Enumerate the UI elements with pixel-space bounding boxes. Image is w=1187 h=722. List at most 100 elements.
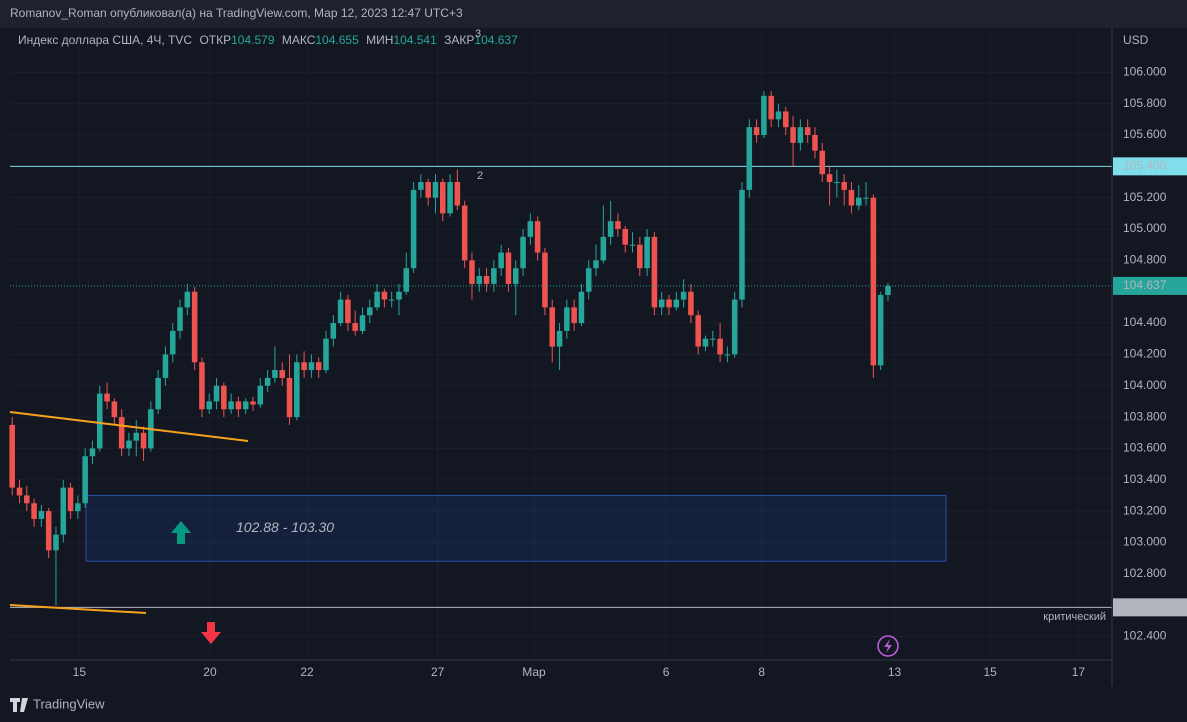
- candle-body: [863, 197, 869, 199]
- candle-body: [600, 236, 607, 261]
- candle-body: [9, 424, 15, 488]
- annotation: 3: [475, 28, 481, 40]
- legend-label: МИН: [366, 33, 393, 47]
- y-tick-label: 105.600: [1123, 127, 1167, 141]
- x-tick-label: 20: [203, 665, 217, 679]
- candle-body: [834, 182, 840, 184]
- candle-body: [53, 534, 59, 551]
- candle-body: [804, 127, 811, 135]
- candle-body: [491, 268, 497, 284]
- candle-body: [308, 362, 315, 371]
- zone-label: 102.88 - 103.30: [236, 519, 334, 535]
- candle-body: [454, 182, 461, 206]
- candle-body: [235, 401, 242, 410]
- candle-body: [315, 362, 322, 371]
- legend-value: 104.579: [231, 33, 275, 47]
- price-label: 105.400: [1123, 159, 1167, 173]
- arrow-down: [201, 622, 221, 644]
- arrow-up: [171, 521, 191, 544]
- candle-body: [82, 456, 88, 504]
- candle-body: [775, 111, 782, 120]
- candle-body: [512, 268, 519, 284]
- legend-value: 104.541: [393, 33, 437, 47]
- price-label-box: [1113, 157, 1187, 176]
- legend: Индекс доллара США, 4Ч, TVC ОТКР104.579 …: [18, 33, 518, 47]
- candle-body: [388, 299, 395, 301]
- candle-body: [250, 401, 256, 405]
- candle-body: [527, 221, 534, 237]
- candle-body: [133, 432, 140, 441]
- trendline: [9, 604, 147, 614]
- candle-body: [753, 127, 760, 135]
- candle-body: [257, 385, 264, 405]
- candle-body: [746, 127, 753, 190]
- candle-body: [819, 150, 826, 175]
- plot: 102.88 - 103.30 критический: [9, 30, 1112, 660]
- y-tick-label: 102.800: [1123, 566, 1167, 580]
- candle-body: [89, 448, 96, 457]
- candle-body: [199, 362, 205, 410]
- candle-body: [330, 323, 337, 339]
- footer-logo: TradingView: [33, 696, 105, 711]
- candle-body: [644, 236, 650, 269]
- logo-mark: [10, 698, 28, 712]
- x-tick-label: 13: [888, 665, 902, 679]
- critical-label: критический: [1043, 611, 1106, 623]
- candle-body: [286, 377, 293, 418]
- candle-body: [294, 362, 300, 418]
- candle-body: [337, 299, 344, 324]
- x-tick-label: 6: [663, 665, 670, 679]
- candle-body: [403, 268, 410, 292]
- currency: USD: [1123, 33, 1149, 47]
- y-tick-label: 104.400: [1123, 315, 1167, 329]
- y-tick-label: 103.800: [1123, 409, 1167, 423]
- candle-body: [374, 291, 380, 308]
- x-tick-label: 22: [300, 665, 314, 679]
- candle-body: [855, 197, 862, 206]
- candle-body: [242, 401, 249, 410]
- legend-value: 104.637: [474, 33, 518, 47]
- price-label-box: [1113, 276, 1187, 295]
- candle-body: [615, 221, 621, 230]
- y-tick-label: 105.000: [1123, 221, 1167, 235]
- candle-body: [877, 294, 884, 366]
- price-label: 102.586: [1123, 600, 1167, 614]
- candle-body: [60, 487, 67, 535]
- candle-body: [549, 307, 556, 347]
- candle-body: [885, 285, 891, 296]
- price-label: 104.637: [1123, 278, 1167, 292]
- candle-body: [439, 182, 446, 214]
- candle-body: [797, 127, 804, 143]
- candle-body: [155, 377, 161, 410]
- y-tick-label: 105.200: [1123, 190, 1167, 204]
- candle-body: [184, 291, 191, 308]
- candle-body: [432, 182, 439, 198]
- header-text: Romanov_Roman опубликовал(а) на TradingV…: [10, 6, 463, 20]
- candle-body: [629, 244, 636, 246]
- candle-body: [111, 401, 118, 418]
- legend-value: 104.655: [315, 33, 359, 47]
- y-tick-label: 105.800: [1123, 96, 1167, 110]
- event-icon[interactable]: [877, 635, 899, 657]
- candle-body: [505, 252, 512, 284]
- candle-body: [264, 377, 271, 386]
- candle-body: [75, 503, 81, 512]
- candle-body: [16, 487, 23, 496]
- legend-label: ОТКР: [199, 33, 231, 47]
- candle-body: [104, 393, 110, 402]
- y-tick-label: 104.200: [1123, 347, 1167, 361]
- candle-body: [483, 276, 490, 284]
- candle-body: [673, 299, 680, 308]
- candle-body: [870, 197, 877, 366]
- candle-body: [666, 299, 672, 308]
- y-tick-label: 103.000: [1123, 535, 1167, 549]
- candle-body: [534, 221, 541, 253]
- candle-body: [301, 362, 307, 371]
- candle-body: [410, 189, 417, 269]
- legend-label: ЗАКР: [444, 33, 474, 47]
- y-tick-label: 106.000: [1123, 64, 1167, 78]
- x-tick-label: 15: [983, 665, 997, 679]
- candle-body: [695, 315, 701, 347]
- candle-body: [24, 495, 30, 504]
